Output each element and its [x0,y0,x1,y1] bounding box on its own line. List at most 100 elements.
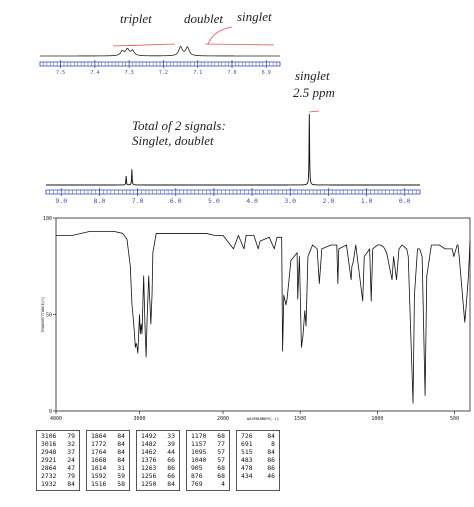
ir-wavenumber-cell: 2864 [41,464,57,473]
ir-transmittance-cell: 57 [217,448,225,457]
ir-table-row: 478 86 [241,464,275,472]
ir-table-row: 1256 66 [141,472,175,480]
ir-x-tick-label: 1500 [294,416,306,422]
ir-transmittance-cell: 68 [217,472,225,481]
ir-table-row: 3016 32 [41,440,75,448]
ir-wavenumber-cell: 478 [241,464,253,473]
doublet-guide-line [204,43,275,46]
ir-table-row: 726 84 [241,432,275,440]
ir-wavenumber-cell: 515 [241,448,253,457]
ir-wavenumber-cell: 1376 [141,456,157,465]
zoom-tick-label: 7.4 [90,70,99,76]
zoom-tick-label: 7.3 [125,70,134,76]
ir-table-row: 1157 77 [191,440,225,448]
ir-table-row: 1250 84 [141,480,175,488]
ir-transmittance-cell: 39 [167,440,175,449]
ir-x-tick-label: 3000 [133,416,145,422]
zoom-tick-label: 7.1 [193,70,202,76]
ir-wavenumber-cell: 1482 [141,440,157,449]
nmr-tick-label: 9.0 [55,197,67,205]
ir-transmittance-cell: 66 [167,456,175,465]
ir-wavenumber-cell: 1772 [91,440,107,449]
ir-wavenumber-cell: 1516 [91,480,107,489]
ir-transmittance-cell: 84 [117,456,125,465]
nmr-tick-label: 1.0 [361,197,373,205]
ir-wavenumber-cell: 1256 [141,472,157,481]
ir-table-row: 515 84 [241,448,275,456]
ir-transmittance-cell: 84 [267,432,275,440]
doublet-label: doublet [184,11,223,26]
ir-transmittance-cell: 79 [67,472,75,481]
ir-wavenumber-cell: 1095 [191,448,207,457]
ir-wavenumber-cell: 2948 [41,448,57,457]
ir-table-row: 1170 68 [191,432,225,440]
nmr-tick-label: 7.0 [132,197,144,205]
nmr-tick-label: 0.0 [399,197,411,205]
ir-plot-frame [55,217,471,412]
ir-transmittance-cell: 86 [167,464,175,473]
ir-wavenumber-cell: 1764 [91,448,107,457]
ir-table-row: 1095 57 [191,448,225,456]
ir-wavenumber-cell: 3016 [41,440,57,449]
ir-table-row: 483 86 [241,456,275,464]
ir-transmittance-cell: 59 [117,472,125,481]
ir-wavenumber-cell: 905 [191,464,203,473]
ir-transmittance-cell: 57 [217,456,225,465]
ir-transmittance-cell: 37 [67,448,75,457]
ir-transmittance-cell: 31 [117,464,125,473]
ir-table-row: 2732 79 [41,472,75,480]
ir-transmittance-cell: 79 [67,432,75,440]
signal-types-label: Singlet, doublet [132,133,214,148]
nmr-tick-label: 8.0 [94,197,106,205]
ir-transmittance-cell: 47 [67,464,75,473]
nmr-tick-label: 6.0 [170,197,182,205]
ir-wavenumber-cell: 1040 [191,456,207,465]
ir-transmittance-cell: 46 [267,472,275,481]
ir-wavenumber-cell: 1462 [141,448,157,457]
ir-y-tick-label: 0 [49,409,52,415]
ir-transmittance-cell: 4 [221,480,225,489]
ir-table-row: 1772 84 [91,440,125,448]
ir-x-axis-label: WAVENUMBER[-1] [247,416,279,421]
total-signals-label: Total of 2 signals: [132,118,226,133]
ir-table-row: 1668 84 [91,456,125,464]
ir-x-tick-label: 500 [450,416,459,422]
ir-transmittance-cell: 77 [217,440,225,449]
ir-wavenumber-cell: 691 [241,440,253,449]
ir-table-row: 1376 66 [141,456,175,464]
ir-table-row: 905 68 [191,464,225,472]
ir-x-tick-label: 4000 [50,416,62,422]
ir-y-tick-label: 100 [43,216,52,222]
zoom-tick-label: 7.0 [227,70,236,76]
singlet-label: singlet [295,68,330,83]
zoom-tick-label: 6.9 [262,70,271,76]
ir-table-row: 1932 84 [41,480,75,488]
ir-wavenumber-cell: 1263 [141,464,157,473]
ir-x-tick-label: 2000 [217,416,229,422]
ir-table-row: 434 46 [241,472,275,480]
ir-wavenumber-cell: 1864 [91,432,107,440]
nmr-tick-label: 3.0 [284,197,296,205]
ir-spectrum: 0 50 100 4000 3000 2000 1500 1000 500 WAVENUMBER[… [40,216,471,422]
ir-wavenumber-cell: 726 [241,432,253,440]
ir-peak-table: 3106 79 3016 32 2948 37 2921 24 2864 47 2732 79 1932… [36,430,280,492]
ir-x-tick-label: 1000 [371,416,383,422]
ir-table-row: 1614 31 [91,464,125,472]
ir-transmittance-cell: 84 [117,440,125,449]
ir-wavenumber-cell: 1492 [141,432,157,440]
ir-table-row: 1592 59 [91,472,125,480]
nmr-tick-label: 4.0 [246,197,258,205]
ir-transmittance-cell: 24 [67,456,75,465]
ir-table-row: 691 8 [241,440,275,448]
ir-transmittance-cell: 84 [167,480,175,489]
singlet-marker [309,110,320,113]
ir-table-row: 1516 58 [91,480,125,488]
ir-wavenumber-cell: 1614 [91,464,107,473]
ir-wavenumber-cell: 1250 [141,480,157,489]
ir-transmittance-cell: 8 [271,440,275,449]
triplet-guide-line [112,43,176,47]
zoomed-nmr-spectrum: 7.5 7.4 7.3 7.2 7.1 7.0 6.9 [39,26,281,76]
ir-transmittance-cell: 58 [117,480,125,489]
ir-wavenumber-cell: 2732 [41,472,57,481]
nmr-tick-label: 5.0 [208,197,220,205]
